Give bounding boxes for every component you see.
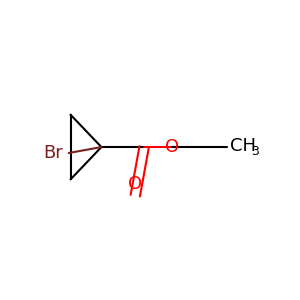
Text: Br: Br [43,144,63,162]
Text: 3: 3 [251,145,259,158]
Text: CH: CH [230,136,256,154]
Text: O: O [165,138,179,156]
Text: O: O [128,175,142,193]
